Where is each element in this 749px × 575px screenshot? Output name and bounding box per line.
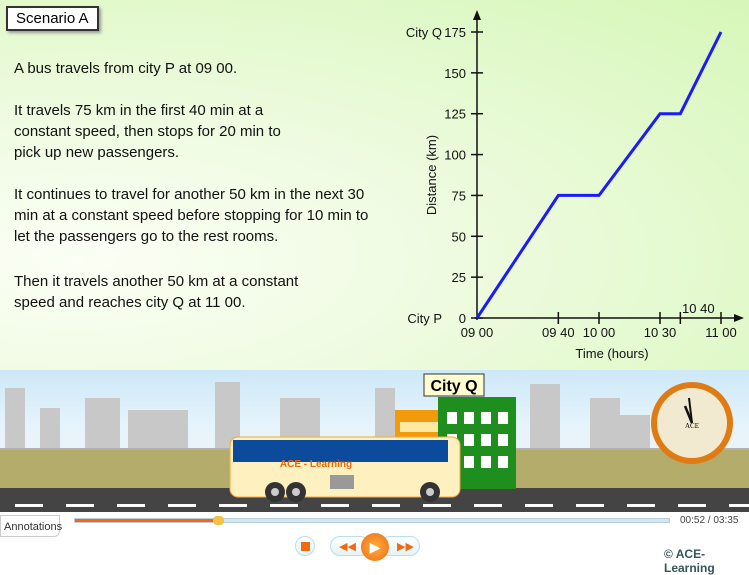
road-dash xyxy=(474,504,502,507)
copyright: © ACE-Learning xyxy=(664,547,715,575)
y-tick-label: 150 xyxy=(444,66,466,81)
annotations-button[interactable]: Annotations xyxy=(0,515,62,537)
road-dash xyxy=(729,504,749,507)
y-tick-label: 50 xyxy=(452,229,466,244)
forward-button[interactable]: ▶▶ xyxy=(380,536,420,556)
x-tick-label: 10 00 xyxy=(583,325,616,340)
y-tick-label: 75 xyxy=(452,188,466,203)
y-category-label: City P xyxy=(407,311,442,326)
stop-button[interactable] xyxy=(295,536,315,556)
road-dash xyxy=(525,504,553,507)
x-tick-label: 09 00 xyxy=(461,325,494,340)
y-tick-label: 0 xyxy=(459,311,466,326)
road-dash xyxy=(372,504,400,507)
x-tick-label: 10 40 xyxy=(682,301,715,316)
progress-slider[interactable] xyxy=(74,516,670,525)
road-dash xyxy=(15,504,43,507)
player-controls: Annotations 00:52 / 03:35 ◀◀ ▶▶ ▶ © ACE-… xyxy=(0,512,749,575)
animation-scene: /* dashes */ City Q ACE - Learning ACE xyxy=(0,370,749,512)
elapsed-time: 00:52 xyxy=(680,515,706,526)
clock-icon: ACE xyxy=(651,382,733,464)
road-dash xyxy=(576,504,604,507)
paragraph: It travels 75 km in the first 40 min at … xyxy=(14,102,281,161)
road-dash xyxy=(423,504,451,507)
lesson-panel: Scenario A A bus travels from city P at … xyxy=(0,0,749,370)
bus-label: ACE - Learning xyxy=(280,459,352,470)
y-axis-label: Distance (km) xyxy=(424,135,439,215)
road-dash xyxy=(321,504,349,507)
road-dash xyxy=(270,504,298,507)
bus: ACE - Learning xyxy=(229,436,461,502)
y-tick-label: 100 xyxy=(444,148,466,163)
play-button[interactable]: ▶ xyxy=(361,533,389,561)
city-q-sign: City Q xyxy=(430,378,477,395)
road-dash xyxy=(678,504,706,507)
paragraph: Then it travels another 50 km at a const… xyxy=(14,273,299,311)
road-dash xyxy=(66,504,94,507)
paragraph: A bus travels from city P at 09 00. xyxy=(14,60,238,77)
y-tick-label: 125 xyxy=(444,107,466,122)
road-dash xyxy=(219,504,247,507)
y-category-label: City Q xyxy=(406,25,442,40)
x-tick-label: 11 00 xyxy=(705,325,737,340)
y-axis-arrow xyxy=(473,10,481,20)
x-tick-label: 09 40 xyxy=(542,325,575,340)
x-axis-label: Time (hours) xyxy=(575,346,648,361)
road-dash xyxy=(627,504,655,507)
svg-text:ACE: ACE xyxy=(685,422,699,430)
road-dash xyxy=(117,504,145,507)
progress-fill xyxy=(75,519,218,522)
road-dash xyxy=(168,504,196,507)
progress-handle[interactable] xyxy=(212,516,224,525)
paragraph: It continues to travel for another 50 km… xyxy=(14,186,369,245)
y-tick-label: 25 xyxy=(452,270,466,285)
x-tick-label: 10 30 xyxy=(644,325,677,340)
total-time: 03:35 xyxy=(713,515,739,526)
x-axis-arrow xyxy=(734,314,744,322)
y-tick-label: 175 xyxy=(444,25,466,40)
distance-line xyxy=(475,31,723,319)
scenario-label: Scenario A xyxy=(6,6,99,31)
